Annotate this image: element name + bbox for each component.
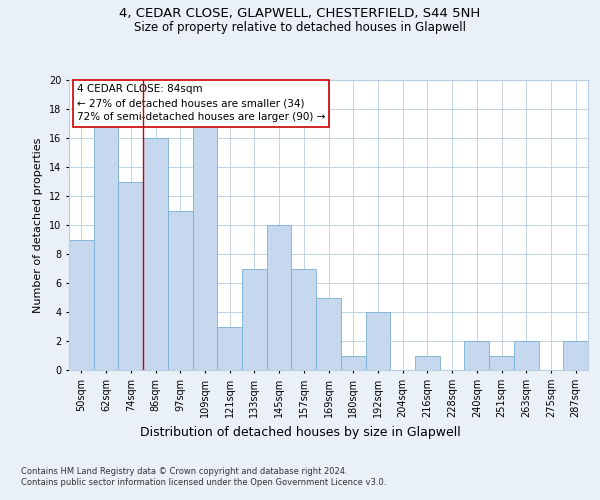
Text: Distribution of detached houses by size in Glapwell: Distribution of detached houses by size …	[140, 426, 460, 439]
Y-axis label: Number of detached properties: Number of detached properties	[34, 138, 43, 312]
Bar	[464, 341, 489, 370]
Bar	[415, 356, 440, 370]
Bar	[94, 109, 118, 370]
Bar	[143, 138, 168, 370]
Bar	[341, 356, 365, 370]
Bar	[563, 341, 588, 370]
Bar	[489, 356, 514, 370]
Bar	[193, 124, 217, 370]
Bar	[69, 240, 94, 370]
Bar	[118, 182, 143, 370]
Text: Size of property relative to detached houses in Glapwell: Size of property relative to detached ho…	[134, 21, 466, 34]
Bar	[316, 298, 341, 370]
Bar	[267, 225, 292, 370]
Bar	[168, 210, 193, 370]
Bar	[292, 268, 316, 370]
Text: 4 CEDAR CLOSE: 84sqm
← 27% of detached houses are smaller (34)
72% of semi-detac: 4 CEDAR CLOSE: 84sqm ← 27% of detached h…	[77, 84, 325, 122]
Bar	[365, 312, 390, 370]
Bar	[217, 326, 242, 370]
Bar	[242, 268, 267, 370]
Text: Contains HM Land Registry data © Crown copyright and database right 2024.
Contai: Contains HM Land Registry data © Crown c…	[21, 468, 386, 487]
Text: 4, CEDAR CLOSE, GLAPWELL, CHESTERFIELD, S44 5NH: 4, CEDAR CLOSE, GLAPWELL, CHESTERFIELD, …	[119, 8, 481, 20]
Bar	[514, 341, 539, 370]
